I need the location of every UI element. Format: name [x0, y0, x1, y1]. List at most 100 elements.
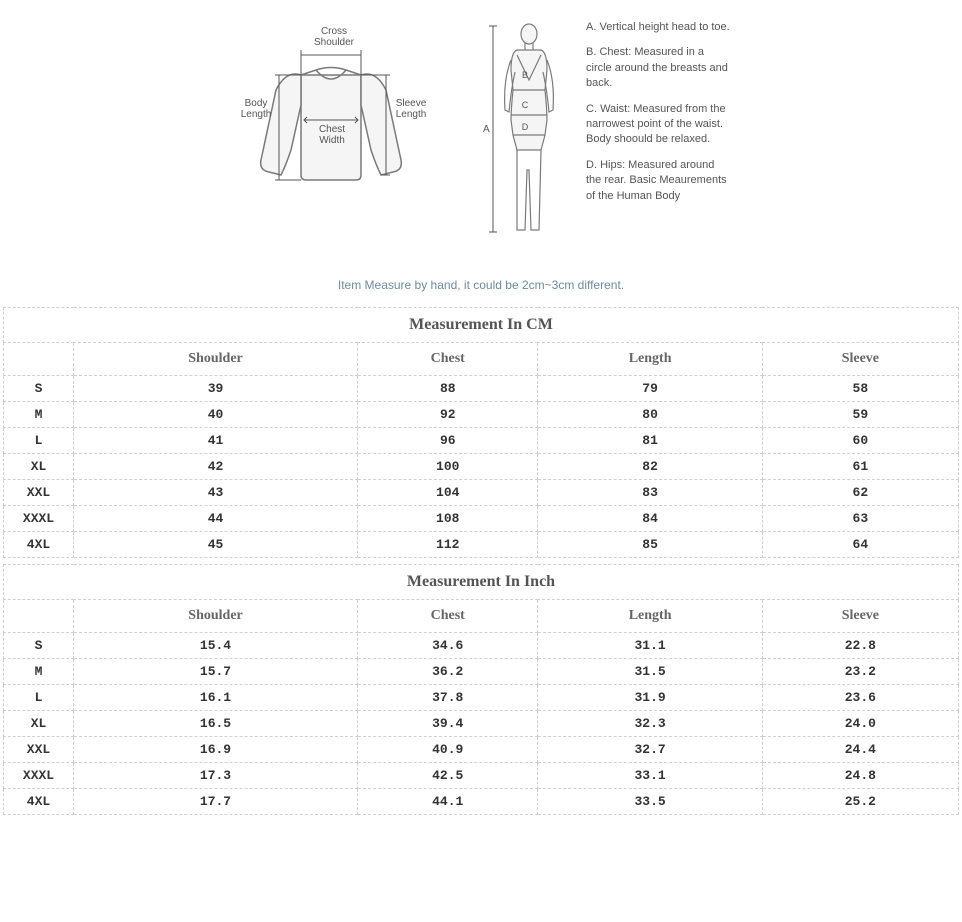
- value-cell: 39.4: [358, 711, 538, 737]
- value-cell: 17.3: [74, 763, 358, 789]
- value-cell: 23.6: [762, 685, 958, 711]
- value-cell: 40: [74, 402, 358, 428]
- value-cell: 25.2: [762, 789, 958, 815]
- table-row: XXL431048362: [4, 480, 959, 506]
- inch-col-shoulder: Shoulder: [74, 600, 358, 633]
- cm-header-row: Shoulder Chest Length Sleeve: [4, 343, 959, 376]
- value-cell: 44.1: [358, 789, 538, 815]
- value-cell: 37.8: [358, 685, 538, 711]
- value-cell: 31.5: [538, 659, 762, 685]
- size-cell: XXL: [4, 737, 74, 763]
- value-cell: 22.8: [762, 633, 958, 659]
- value-cell: 33.5: [538, 789, 762, 815]
- body-label-a: A. Vertical height head to toe.: [586, 20, 731, 35]
- label-chest-width: ChestWidth: [313, 124, 351, 146]
- body-labels: A. Vertical height head to toe. B. Chest…: [586, 20, 731, 214]
- value-cell: 43: [74, 480, 358, 506]
- size-cell: S: [4, 633, 74, 659]
- cm-col-sleeve: Sleeve: [762, 343, 958, 376]
- size-cell: XXL: [4, 480, 74, 506]
- cm-col-length: Length: [538, 343, 762, 376]
- cm-title: Measurement In CM: [4, 308, 959, 343]
- value-cell: 45: [74, 532, 358, 558]
- value-cell: 112: [358, 532, 538, 558]
- cm-col-size: [4, 343, 74, 376]
- value-cell: 58: [762, 376, 958, 402]
- value-cell: 17.7: [74, 789, 358, 815]
- body-svg: A B C D: [481, 20, 571, 250]
- value-cell: 83: [538, 480, 762, 506]
- inch-col-sleeve: Sleeve: [762, 600, 958, 633]
- value-cell: 24.8: [762, 763, 958, 789]
- value-cell: 16.5: [74, 711, 358, 737]
- value-cell: 15.4: [74, 633, 358, 659]
- table-row: 4XL451128564: [4, 532, 959, 558]
- value-cell: 41: [74, 428, 358, 454]
- table-row: XXL16.940.932.724.4: [4, 737, 959, 763]
- size-cell: XL: [4, 711, 74, 737]
- inch-col-length: Length: [538, 600, 762, 633]
- size-cell: XXXL: [4, 763, 74, 789]
- value-cell: 42: [74, 454, 358, 480]
- size-cell: 4XL: [4, 532, 74, 558]
- inch-body: S15.434.631.122.8M15.736.231.523.2L16.13…: [4, 633, 959, 815]
- value-cell: 40.9: [358, 737, 538, 763]
- cm-col-shoulder: Shoulder: [74, 343, 358, 376]
- label-cross-shoulder: CrossShoulder: [309, 26, 359, 48]
- diagram-area: CrossShoulder BodyLength ChestWidth Slee…: [0, 0, 962, 263]
- size-cell: L: [4, 428, 74, 454]
- table-row: M15.736.231.523.2: [4, 659, 959, 685]
- marker-d: D: [522, 122, 529, 132]
- value-cell: 84: [538, 506, 762, 532]
- table-row: XL16.539.432.324.0: [4, 711, 959, 737]
- value-cell: 92: [358, 402, 538, 428]
- marker-a: A: [483, 124, 490, 135]
- value-cell: 16.9: [74, 737, 358, 763]
- value-cell: 44: [74, 506, 358, 532]
- cm-col-chest: Chest: [358, 343, 538, 376]
- table-row: S15.434.631.122.8: [4, 633, 959, 659]
- value-cell: 36.2: [358, 659, 538, 685]
- size-cell: L: [4, 685, 74, 711]
- value-cell: 23.2: [762, 659, 958, 685]
- value-cell: 79: [538, 376, 762, 402]
- inch-title: Measurement In Inch: [4, 565, 959, 600]
- cm-body: S39887958M40928059L41968160XL421008261XX…: [4, 376, 959, 558]
- size-cell: M: [4, 659, 74, 685]
- body-label-d: D. Hips: Measured around the rear. Basic…: [586, 158, 731, 204]
- measurement-note: Item Measure by hand, it could be 2cm~3c…: [0, 278, 962, 292]
- inch-col-chest: Chest: [358, 600, 538, 633]
- body-diagram: A B C D A. Vertical height head to toe. …: [481, 20, 731, 253]
- value-cell: 96: [358, 428, 538, 454]
- marker-c: C: [522, 100, 529, 110]
- table-row: XXXL17.342.533.124.8: [4, 763, 959, 789]
- inch-table: Measurement In Inch Shoulder Chest Lengt…: [3, 564, 959, 815]
- size-cell: XXXL: [4, 506, 74, 532]
- table-row: XL421008261: [4, 454, 959, 480]
- value-cell: 104: [358, 480, 538, 506]
- value-cell: 24.4: [762, 737, 958, 763]
- table-row: L41968160: [4, 428, 959, 454]
- size-cell: M: [4, 402, 74, 428]
- value-cell: 100: [358, 454, 538, 480]
- body-label-b: B. Chest: Measured in a circle around th…: [586, 45, 731, 91]
- size-cell: XL: [4, 454, 74, 480]
- value-cell: 31.1: [538, 633, 762, 659]
- value-cell: 24.0: [762, 711, 958, 737]
- value-cell: 85: [538, 532, 762, 558]
- value-cell: 31.9: [538, 685, 762, 711]
- value-cell: 80: [538, 402, 762, 428]
- marker-b: B: [522, 70, 528, 80]
- value-cell: 60: [762, 428, 958, 454]
- inch-header-row: Shoulder Chest Length Sleeve: [4, 600, 959, 633]
- table-row: S39887958: [4, 376, 959, 402]
- size-cell: 4XL: [4, 789, 74, 815]
- garment-svg: [231, 20, 431, 220]
- value-cell: 16.1: [74, 685, 358, 711]
- table-row: 4XL17.744.133.525.2: [4, 789, 959, 815]
- value-cell: 81: [538, 428, 762, 454]
- value-cell: 82: [538, 454, 762, 480]
- value-cell: 39: [74, 376, 358, 402]
- value-cell: 42.5: [358, 763, 538, 789]
- table-row: XXXL441088463: [4, 506, 959, 532]
